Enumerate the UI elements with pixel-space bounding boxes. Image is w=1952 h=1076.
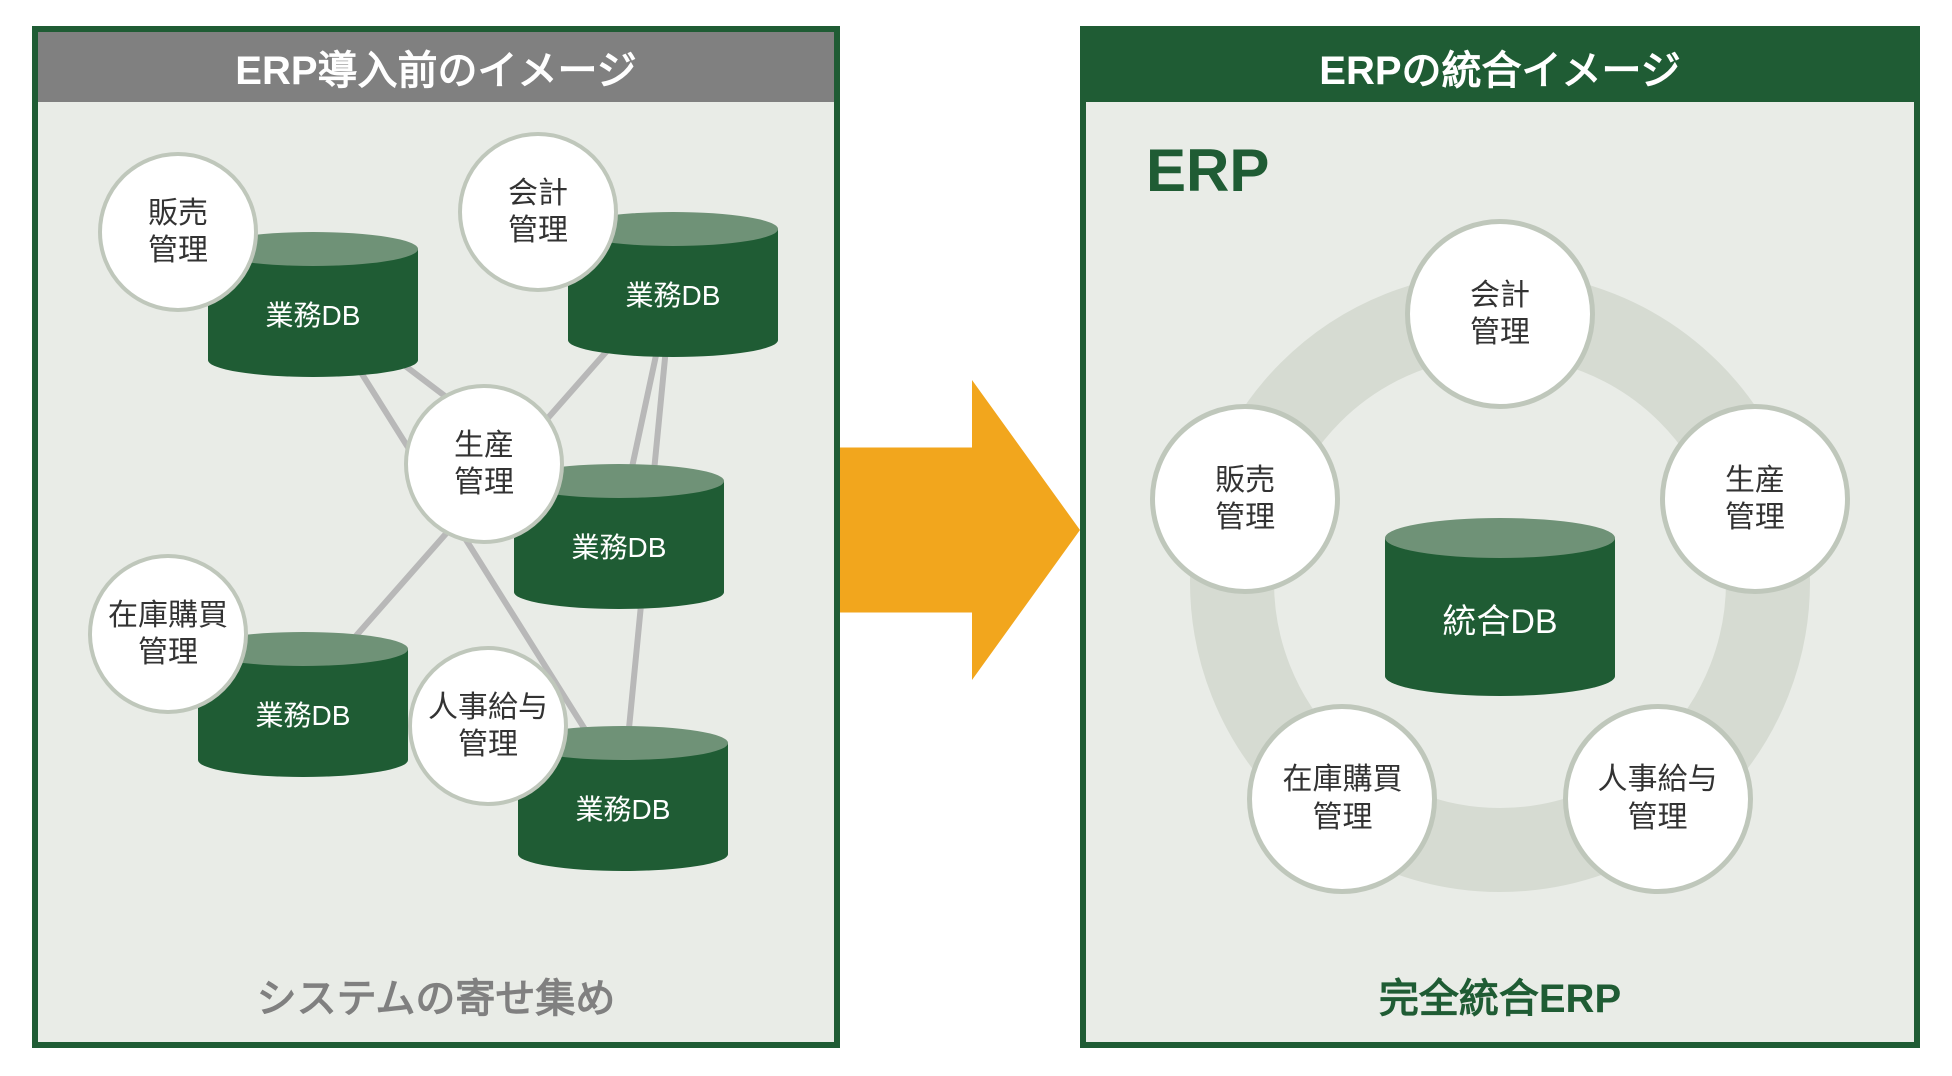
module-node-produce: 生産 管理: [1660, 404, 1850, 594]
database-label: 業務DB: [518, 788, 728, 828]
central-database: 統合DB: [1385, 518, 1615, 696]
module-node-inventory: 在庫購買 管理: [1247, 704, 1437, 894]
after-panel-body: ERP 統合DB 会計 管理生産 管理人事給与 管理在庫購買 管理 販売 管理: [1086, 102, 1914, 1042]
module-node-account: 会計 管理: [458, 132, 618, 292]
module-node-produce: 生産 管理: [404, 384, 564, 544]
module-node-hr: 人事給与 管理: [1563, 704, 1753, 894]
module-node-sales: 販売 管理: [1150, 404, 1340, 594]
before-panel-body: 業務DB販売 管理業務DB会計 管理業務DB生産 管理業務DB在庫購買 管理業務…: [38, 102, 834, 1042]
module-node-hr: 人事給与 管理: [408, 646, 568, 806]
after-panel-footer: 完全統合ERP: [1086, 966, 1914, 1024]
transition-arrow: [840, 380, 1080, 680]
erp-label: ERP: [1146, 136, 1269, 205]
before-panel-title: ERP導入前のイメージ: [38, 32, 834, 102]
after-panel-title: ERPの統合イメージ: [1086, 32, 1914, 102]
database-label: 業務DB: [568, 274, 778, 314]
database-label: 業務DB: [198, 694, 408, 734]
module-node-sales: 販売 管理: [98, 152, 258, 312]
database-label: 業務DB: [208, 294, 418, 334]
before-panel: ERP導入前のイメージ業務DB販売 管理業務DB会計 管理業務DB生産 管理業務…: [32, 26, 840, 1048]
after-panel: ERPの統合イメージ ERP 統合DB 会計 管理生産 管理人事給与 管理在庫購買 管…: [1080, 26, 1920, 1048]
module-node-account: 会計 管理: [1405, 219, 1595, 409]
diagram-canvas: ERP導入前のイメージ業務DB販売 管理業務DB会計 管理業務DB生産 管理業務…: [0, 0, 1952, 1076]
database-label: 業務DB: [514, 526, 724, 566]
database-label: 統合DB: [1385, 594, 1615, 643]
module-node-inventory: 在庫購買 管理: [88, 554, 248, 714]
